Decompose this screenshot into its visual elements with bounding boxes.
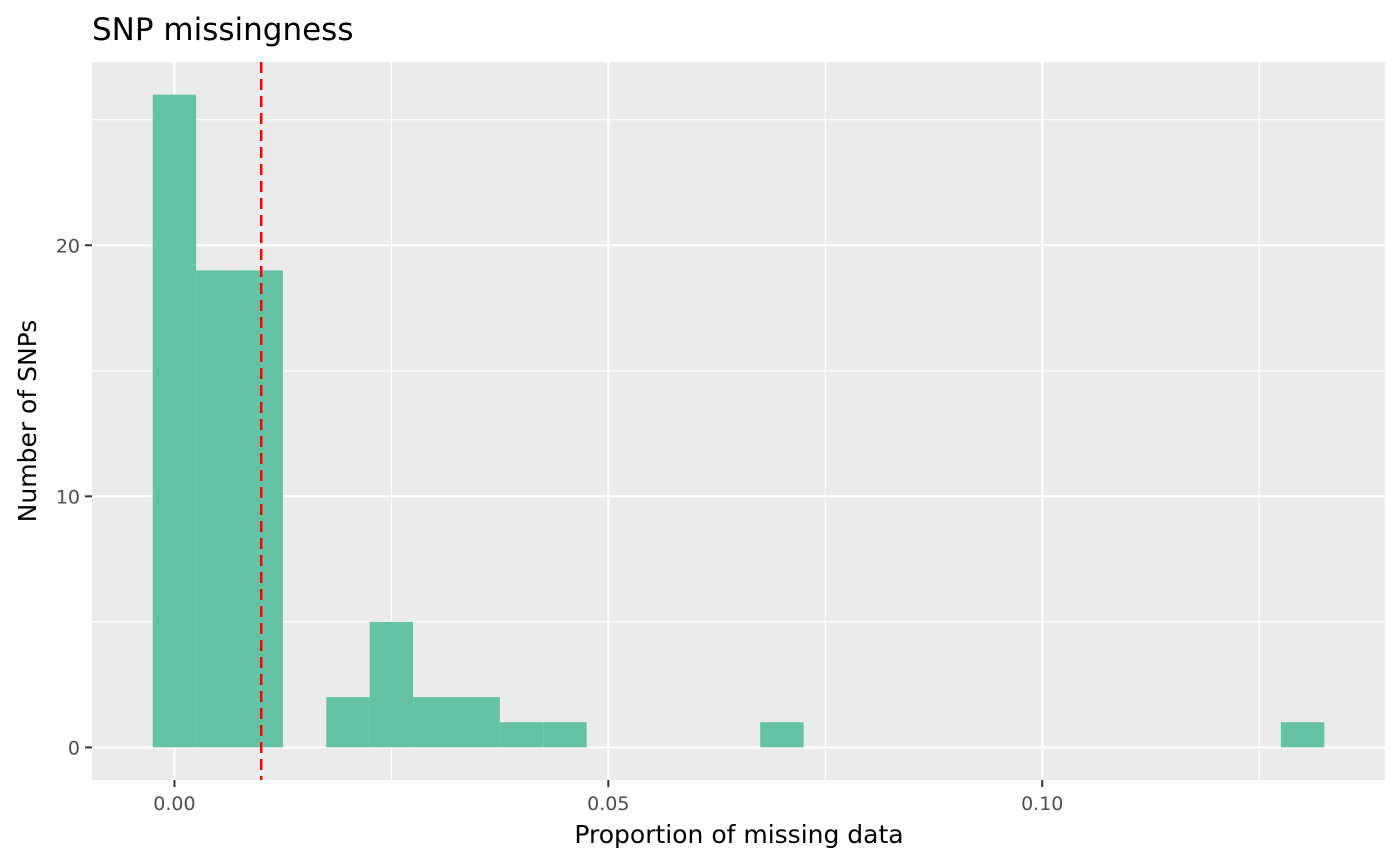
x-axis-title: Proportion of missing data (574, 820, 903, 849)
x-axis: 0.00 0.05 0.10 (153, 780, 1063, 815)
histogram-bar (369, 621, 414, 748)
y-tick-label: 20 (56, 235, 80, 257)
histogram-bar (326, 697, 370, 748)
histogram-bar (456, 697, 500, 748)
histogram-bar (196, 270, 240, 748)
chart-title: SNP missingness (92, 12, 354, 48)
y-tick-label: 10 (56, 486, 80, 508)
histogram-bar (760, 722, 804, 748)
histogram-bar (499, 722, 544, 748)
minor-gridlines (92, 62, 1385, 780)
x-tick-label: 0.05 (587, 793, 629, 815)
histogram-bar (543, 722, 587, 748)
y-axis: 0 10 20 (56, 235, 92, 759)
y-axis-title: Number of SNPs (13, 320, 42, 523)
x-tick-label: 0.10 (1021, 793, 1063, 815)
histogram-bar (152, 94, 197, 748)
histogram-bars (152, 94, 1325, 748)
x-tick-label: 0.00 (153, 793, 195, 815)
histogram-bar (413, 697, 457, 748)
y-tick-label: 0 (68, 737, 80, 759)
plot-panel (92, 62, 1385, 780)
histogram-bar (1280, 722, 1325, 748)
